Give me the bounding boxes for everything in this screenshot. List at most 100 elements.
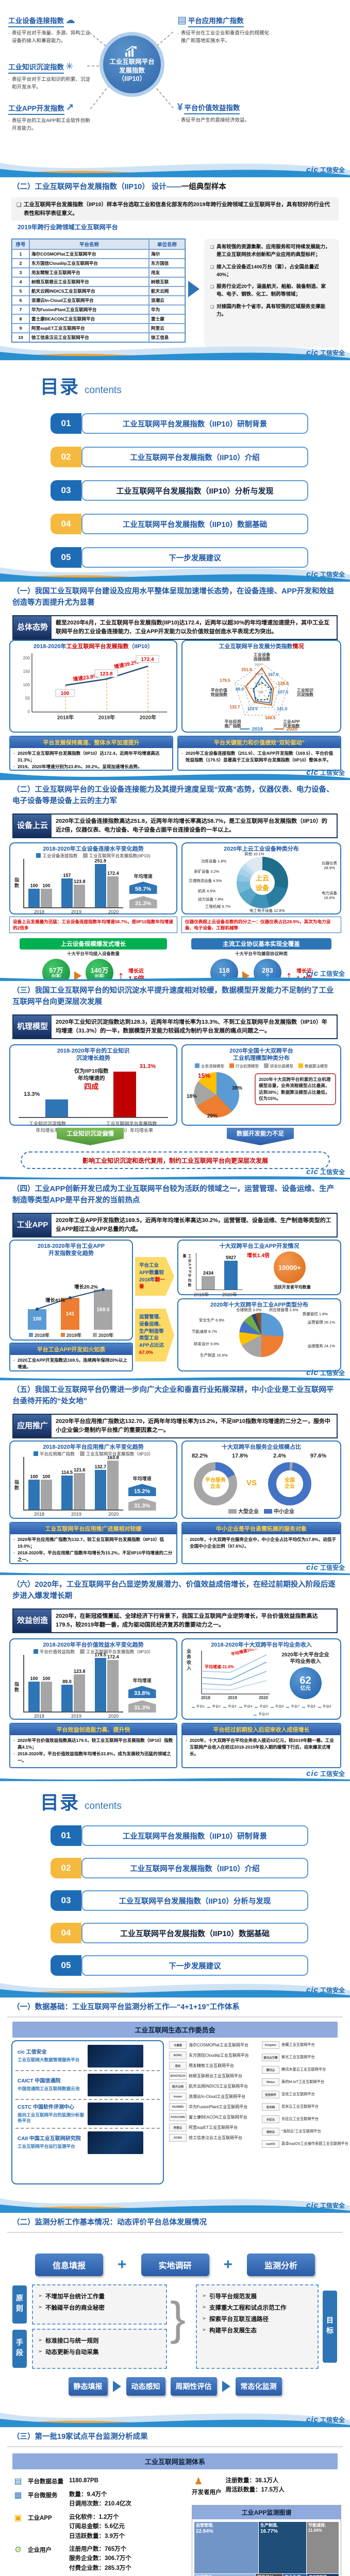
platform-logo: supOS	[262, 2140, 279, 2148]
pie-label: 生产制造 16.9%	[200, 1353, 228, 1358]
toc-item[interactable]: 04 工业互联网平台发展指数（IIP10）数据基础	[51, 514, 350, 534]
platform-logo: 紫光云引擎	[262, 2054, 279, 2061]
platform-name: “海创云”工业互联网平台	[281, 2129, 321, 2134]
platform-logo: Midea	[262, 2078, 279, 2086]
svg-text:平均增速-11.0%: 平均增速-11.0%	[205, 1664, 234, 1669]
svg-text:114.5: 114.5	[247, 707, 258, 711]
pie-label: 电工电子设备 12.8%	[249, 908, 285, 913]
pie-label: 工程机械 9.7%	[205, 904, 231, 909]
footer-wave: cic 工信安全	[0, 1973, 350, 1997]
cloud-icon: ☁	[65, 15, 75, 26]
enterprise-donuts-panel: 十大双跨平台服务企业规模占比 82.2% 17.8% 2.4% 97.6% 平台…	[181, 1440, 341, 1519]
footer-wave: cic 工信安全	[0, 2188, 350, 2213]
toc-item-label: 工业互联网平台发展指数（IIP10）数据基础	[81, 514, 308, 534]
up-arrow-icon: ↑	[117, 968, 124, 981]
cell-platform-name: 徐工信息汉云工业互联网平台	[29, 333, 149, 342]
toc-item-label: 工业互联网平台发展指数（IIP10）介绍	[81, 1858, 308, 1878]
brand-logo: cic 工信安全	[306, 2415, 345, 2424]
note-text: 2020年工业APP开发指数达169.5，近两年年均增长率高达30.2%，运营管…	[56, 1217, 331, 1232]
platform-logo: Kingdee	[262, 2041, 279, 2049]
connector-lines	[87, 30, 175, 110]
toc-item[interactable]: 05 下一步发展建议	[51, 1955, 350, 1976]
wave-graphic	[0, 1377, 350, 1380]
platform-enterprise-donut: 平台服务 企业	[194, 1462, 237, 1505]
means-label: 手段	[12, 2330, 27, 2368]
finding-box-title: 平台效益创造能力高、提升快	[10, 1724, 176, 1735]
chart-legend: 工业设备连接指数 工业互联网平台发展指数(IIP10)	[13, 853, 173, 859]
app-note-box: 平台工业APP开发如火如荼 2020工业APP开发指数达169.5，连续两年保持…	[9, 1343, 133, 1371]
people-icon: ♟	[194, 2476, 203, 2486]
cell-platform-name: 树根互联根云工业互联网平台	[29, 277, 149, 286]
brand-logo: cic 工信安全	[306, 1769, 345, 1778]
cell-no: 1	[12, 249, 29, 259]
pie-label: 采矿设备 3.2%	[194, 869, 220, 874]
toc-item[interactable]: 03 工业互联网平台发展指数（IIP10）分析与发现	[51, 1890, 350, 1911]
toc-item-number: 03	[51, 480, 81, 501]
model-pie-panel: 2020年全国十大双跨平台 工业机理模型种类分布 业务流程模型 行业机理模型 研发…	[181, 1044, 341, 1126]
platform-logo: 长征云	[262, 2115, 279, 2123]
platform-row: 海创云 “海创云”工业互联网平台	[262, 2128, 348, 2136]
platform-name: 树根互联根云工业互联网平台	[189, 2074, 242, 2078]
platform-row: HUAWEI 华为FusionPlant工业互联网平台	[169, 2103, 261, 2111]
page-title: （一）我国工业互联网平台建设及应用水平整体呈现加速增长态势，在设备连接、APP开…	[12, 587, 335, 607]
finding-box-title: 中小企业是平台亟需拓展的服务对象	[182, 1523, 340, 1534]
legend-item: 平台2	[207, 1703, 221, 1708]
flow-arrow	[222, 2381, 230, 2392]
pie-label: 机床 4.5%	[198, 889, 216, 893]
toc-item[interactable]: 02 工业互联网平台发展指数（IIP10）介绍	[51, 447, 350, 467]
cell-org-name: 浪潮云	[149, 296, 185, 305]
cell-platform-name: 阿里supET工业互联网平台	[29, 324, 149, 333]
stat-subtitle: 十大平台平均兼容协议种类	[235, 951, 288, 956]
toc-item[interactable]: 05 下一步发展建议	[51, 547, 350, 568]
platform-row: inspur 浪潮云In-Cloud工业互联网平台	[169, 2093, 261, 2100]
y-axis-label: 业务收入	[186, 1649, 191, 1672]
platform-row: 宝信软件 宝信工业互联网平台	[262, 2091, 348, 2098]
cell-platform-name: 用友精智工业互联网平台	[29, 268, 149, 277]
table-row: 4 树根互联根云工业互联网平台 树根互联	[12, 277, 185, 286]
node-knowledge-index: 工业知识沉淀指数 ✳ 表征平台对于工业知识的积累、沉淀和开发水平。	[8, 61, 95, 91]
monitor-icon: ▣	[14, 2513, 22, 2522]
legend-item: 平台8	[302, 1703, 315, 1708]
developer-stat: ♟ 开发者用户 注册数量：38.1万人 周活跃数量：17.5万人	[192, 2476, 285, 2496]
toc-item-number: 05	[51, 547, 81, 568]
svg-text:2019: 2019	[252, 726, 263, 731]
platform-row: IROOTECH 树根互联根云工业互联网平台	[169, 2072, 261, 2080]
legend-item: 平台10	[254, 1711, 269, 1716]
toc-item[interactable]: 02 工业互联网平台发展指数（IIP10）介绍	[51, 1858, 350, 1878]
up-arrow-icon: ↑	[285, 968, 292, 981]
yellow-arrow-1: 平台工业APP数量较2018年翻一番	[135, 1257, 174, 1296]
cell-platform-name: 航天云网INDICS工业互联网平台	[29, 286, 149, 296]
chart-title: 2020年全国十大双跨平台	[229, 1048, 293, 1054]
toc-item[interactable]: 03 工业互联网平台发展指数（IIP10）分析与发现	[51, 480, 350, 501]
note-text: 2020年，在新冠疫情蔓延、全球经济下行背景下，我国工业互联网产业逆势增长，平台…	[56, 1613, 318, 1628]
platform-row: 忽米网 忽米云工业互联网平台	[262, 2103, 348, 2111]
node-desc: 表征平台在工业企业和垂直行业的规模化推广和落地实施水平。	[177, 29, 273, 45]
platform-logo: inspur	[169, 2093, 187, 2100]
growth-badge-gray: 31.3%	[128, 1700, 156, 1713]
col-header: 单位名称	[149, 239, 185, 249]
chart-legend: 平台1 平台2 平台3 平台4 平台5 平台6 平台7 平台8 平台9 平台10	[186, 1703, 337, 1716]
title-rule	[7, 2231, 343, 2233]
pie-label: 运维服务 24.1%	[307, 1344, 335, 1348]
y-axis-label: 指数	[14, 1682, 19, 1693]
yellow-arrow-2: 运营管理、设备运维、生产制造等类型工业APP占比达67.0%	[135, 1309, 174, 1362]
pie-label: 冶炼设备 1.8%	[201, 859, 227, 863]
y-axis-label: 指数	[14, 877, 19, 889]
toc-item[interactable]: 01 工业互联网平台发展指数（IIP10）研制背景	[51, 1825, 350, 1846]
device-bar-chart-panel: 2018-2020年工业设备连接水平变化趋势 工业设备连接指数 工业互联网平台发…	[9, 842, 177, 914]
svg-text:2020: 2020	[259, 1696, 268, 1700]
cell-platform-name: 海尔COSMOPlat工业互联网平台	[29, 249, 149, 259]
platform-name: 用友精智工业互联网平台	[189, 2063, 234, 2068]
pie-value: 18%	[187, 1094, 197, 1099]
toc-item[interactable]: 04 工业互联网平台发展指数（IIP10）数据基础	[51, 1923, 350, 1943]
stat-group: ⚙ 企业用户 注册用户数：765万个 服务企业数：306.7万个 付费企业数：285…	[11, 2545, 176, 2573]
org-logo: CAII 中国工业互联网研究院	[18, 2136, 81, 2142]
platform-logo: XCMG	[169, 2134, 187, 2142]
toc-item[interactable]: 01 工业互联网平台发展指数（IIP10）研制背景	[51, 413, 350, 434]
category-radar-chart: 300 200 100 0 251.9 167.0 128.3 107.5 141.0…	[211, 652, 314, 732]
model-pie	[194, 1072, 239, 1117]
flow-row: 静态填报 动态感知 周期性评估 常态化监测	[0, 2377, 350, 2396]
chart-title: 十大双跨平台工业APP开发情况	[219, 1243, 299, 1249]
table-header-row: 序号 平台名称 单位名称	[12, 239, 185, 249]
svg-text:150: 150	[23, 669, 30, 674]
